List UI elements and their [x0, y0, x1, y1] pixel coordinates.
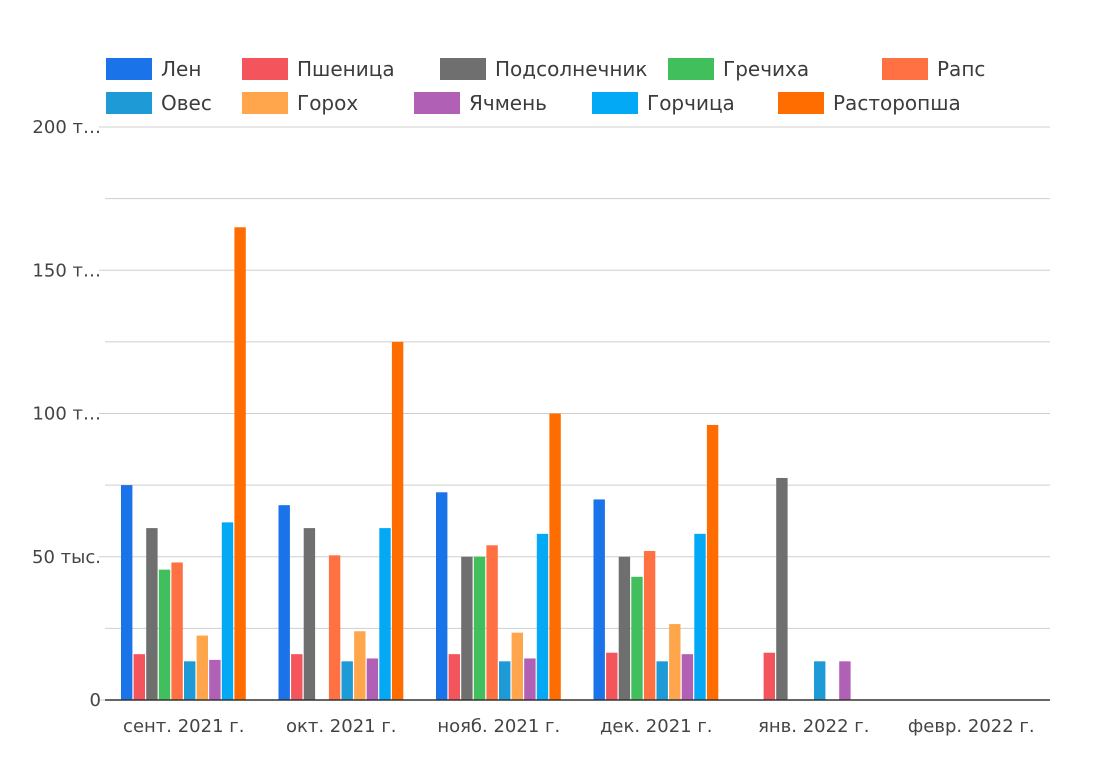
- legend-swatch[interactable]: [592, 92, 638, 114]
- bar[interactable]: [221, 522, 234, 700]
- legend-label[interactable]: Пшеница: [297, 57, 395, 81]
- bar[interactable]: [776, 477, 788, 700]
- legend-label[interactable]: Подсолнечник: [495, 57, 647, 81]
- bar[interactable]: [631, 576, 643, 700]
- bar[interactable]: [814, 661, 826, 700]
- bar[interactable]: [436, 492, 448, 700]
- legend-label[interactable]: Овес: [161, 91, 212, 115]
- x-tick-label: февр. 2022 г.: [908, 716, 1035, 737]
- bar[interactable]: [303, 528, 316, 700]
- legend-swatch[interactable]: [778, 92, 824, 114]
- legend-swatch[interactable]: [242, 92, 288, 114]
- bar[interactable]: [354, 631, 366, 700]
- bar[interactable]: [549, 413, 561, 701]
- bar[interactable]: [328, 555, 341, 700]
- bar[interactable]: [606, 652, 618, 700]
- bar[interactable]: [524, 658, 536, 700]
- legend-swatch[interactable]: [882, 58, 928, 80]
- bar[interactable]: [196, 635, 208, 700]
- bar[interactable]: [669, 624, 681, 700]
- legend-swatch[interactable]: [242, 58, 288, 80]
- bar[interactable]: [184, 661, 196, 700]
- bar[interactable]: [763, 652, 775, 700]
- y-tick-label: 100 т…: [32, 404, 101, 425]
- bar[interactable]: [121, 485, 133, 700]
- y-tick-label: 200 т…: [32, 117, 101, 138]
- bar[interactable]: [448, 654, 460, 700]
- bar[interactable]: [209, 659, 221, 700]
- bar[interactable]: [379, 528, 391, 700]
- bar[interactable]: [461, 556, 473, 700]
- bar[interactable]: [536, 533, 549, 700]
- bar[interactable]: [366, 658, 379, 700]
- bar[interactable]: [133, 654, 145, 700]
- bar[interactable]: [234, 227, 246, 700]
- bar[interactable]: [681, 654, 694, 700]
- bar[interactable]: [499, 661, 511, 700]
- gridlines: [105, 126, 1050, 629]
- bar[interactable]: [473, 556, 486, 700]
- x-tick-label: янв. 2022 г.: [758, 716, 869, 737]
- legend-label[interactable]: Горчица: [647, 91, 735, 115]
- bar[interactable]: [593, 499, 605, 700]
- bar[interactable]: [158, 569, 171, 700]
- bar[interactable]: [391, 341, 404, 700]
- bar[interactable]: [656, 661, 668, 700]
- legend: Лен Пшеница Подсолнечник Гречиха Рапс Овес Гор…: [106, 57, 985, 115]
- bars: [121, 227, 851, 700]
- x-tick-label: окт. 2021 г.: [286, 716, 397, 737]
- legend-swatch[interactable]: [106, 58, 152, 80]
- x-tick-label: дек. 2021 г.: [600, 716, 713, 737]
- bar[interactable]: [618, 556, 631, 700]
- bar[interactable]: [694, 533, 706, 700]
- axes: 0 50 тыс. 100 т… 150 т… 200 т… сент. 2021 г. о…: [32, 117, 1050, 737]
- legend-label[interactable]: Ячмень: [469, 91, 547, 115]
- bar[interactable]: [146, 528, 158, 700]
- x-tick-label: сент. 2021 г.: [123, 716, 244, 737]
- legend-swatch[interactable]: [106, 92, 152, 114]
- bar[interactable]: [706, 424, 719, 700]
- x-tick-label: нояб. 2021 г.: [437, 716, 560, 737]
- y-tick-label: 150 т…: [32, 260, 101, 281]
- legend-label[interactable]: Гречиха: [723, 57, 809, 81]
- legend-swatch[interactable]: [668, 58, 714, 80]
- legend-label[interactable]: Расторопша: [833, 91, 961, 115]
- bar[interactable]: [171, 562, 183, 700]
- bar[interactable]: [278, 505, 290, 700]
- bar[interactable]: [486, 545, 498, 700]
- y-tick-label: 0: [90, 690, 101, 711]
- bar[interactable]: [291, 654, 303, 700]
- legend-label[interactable]: Рапс: [937, 57, 985, 81]
- legend-label[interactable]: Горох: [297, 91, 358, 115]
- y-tick-label: 50 тыс.: [32, 547, 101, 568]
- legend-swatch[interactable]: [440, 58, 486, 80]
- bar[interactable]: [643, 551, 656, 700]
- bar[interactable]: [839, 661, 851, 700]
- legend-swatch[interactable]: [414, 92, 460, 114]
- bar[interactable]: [511, 632, 523, 700]
- legend-label[interactable]: Лен: [161, 57, 201, 81]
- bar[interactable]: [341, 661, 353, 700]
